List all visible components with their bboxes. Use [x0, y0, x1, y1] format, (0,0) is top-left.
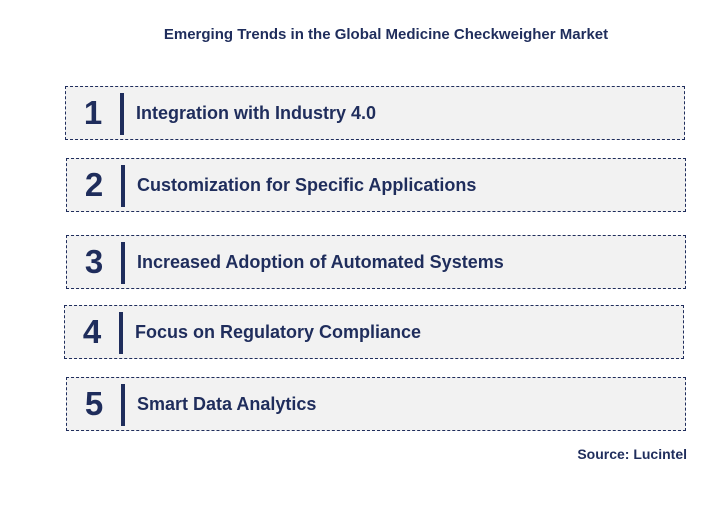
trend-item-4: 4 Focus on Regulatory Compliance [64, 305, 684, 359]
trend-label: Increased Adoption of Automated Systems [137, 252, 504, 272]
trend-item-2: 2 Customization for Specific Application… [66, 158, 686, 212]
trend-number: 4 [82, 313, 102, 350]
trend-number: 2 [84, 166, 104, 203]
trend-label: Smart Data Analytics [137, 394, 317, 414]
divider-bar [120, 93, 124, 135]
trend-label: Integration with Industry 4.0 [136, 103, 377, 123]
trend-item-3: 3 Increased Adoption of Automated System… [66, 235, 686, 289]
trend-label: Customization for Specific Applications [137, 175, 477, 195]
trend-label: Focus on Regulatory Compliance [135, 322, 422, 342]
divider-bar [119, 312, 123, 354]
trend-number: 3 [84, 243, 104, 280]
trend-number: 5 [84, 385, 104, 422]
divider-bar [121, 165, 125, 207]
diagram-title: Emerging Trends in the Global Medicine C… [163, 26, 609, 43]
divider-bar [121, 384, 125, 426]
trend-item-1: 1 Integration with Industry 4.0 [65, 86, 685, 140]
trend-number: 1 [83, 94, 103, 131]
trend-item-5: 5 Smart Data Analytics [66, 377, 686, 431]
source-note: Source: Lucintel [577, 446, 687, 462]
divider-bar [121, 242, 125, 284]
